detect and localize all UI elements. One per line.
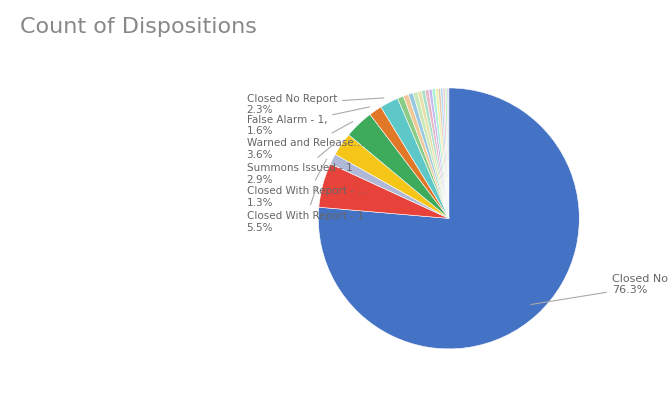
Wedge shape: [429, 90, 449, 219]
Wedge shape: [438, 89, 449, 219]
Wedge shape: [381, 99, 449, 219]
Wedge shape: [319, 164, 449, 219]
Text: Closed With Report - ...
1.3%: Closed With Report - ... 1.3%: [247, 160, 367, 208]
Wedge shape: [409, 94, 449, 219]
Wedge shape: [318, 89, 579, 349]
Wedge shape: [421, 91, 449, 219]
Wedge shape: [425, 90, 449, 219]
Wedge shape: [443, 89, 449, 219]
Wedge shape: [413, 93, 449, 219]
Wedge shape: [435, 89, 449, 219]
Text: Closed No Report
2.3%: Closed No Report 2.3%: [247, 94, 384, 115]
Wedge shape: [330, 155, 449, 219]
Text: False Alarm - 1,
1.6%: False Alarm - 1, 1.6%: [247, 108, 370, 136]
Wedge shape: [403, 95, 449, 219]
Wedge shape: [370, 108, 449, 219]
Text: Summons Issued - 1
2.9%: Summons Issued - 1 2.9%: [247, 144, 352, 184]
Wedge shape: [417, 92, 449, 219]
Wedge shape: [445, 89, 449, 219]
Text: Closed With Report - 1
5.5%: Closed With Report - 1 5.5%: [247, 187, 364, 232]
Wedge shape: [398, 97, 449, 219]
Wedge shape: [447, 89, 449, 219]
Wedge shape: [432, 90, 449, 219]
Text: Count of Dispositions: Count of Dispositions: [20, 17, 257, 36]
Wedge shape: [349, 115, 449, 219]
Text: Warned and Release...
3.6%: Warned and Release... 3.6%: [247, 122, 363, 159]
Wedge shape: [441, 89, 449, 219]
Wedge shape: [336, 135, 449, 219]
Text: Closed No Report
76.3%: Closed No Report 76.3%: [531, 273, 671, 305]
